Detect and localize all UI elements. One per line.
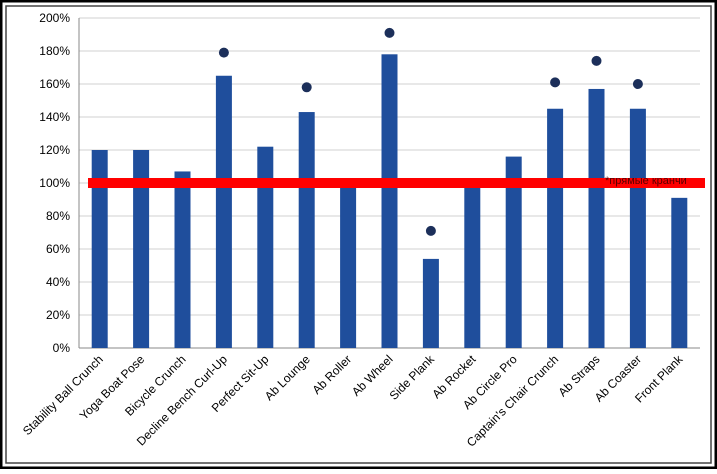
marker-series [218, 27, 643, 236]
y-axis-ticks: 0% 20% 40% 60% 80% 100% 120% 140% 160% 180% 200% [39, 11, 70, 355]
bar [257, 146, 274, 348]
y-tick-label: 160% [39, 77, 70, 91]
y-tick-label: 200% [39, 11, 70, 25]
bar [174, 171, 191, 348]
marker-point [632, 79, 643, 89]
bar [91, 150, 108, 348]
bar [215, 75, 232, 348]
reference-line-group: *прямые кранчи [88, 175, 705, 188]
marker-point [301, 82, 312, 93]
bar [588, 88, 605, 348]
bar [422, 258, 439, 348]
y-tick-label: 180% [39, 44, 70, 58]
bar [464, 183, 481, 348]
bar [381, 54, 398, 349]
y-tick-label: 0% [53, 341, 71, 355]
marker-point [218, 47, 229, 58]
bar [133, 150, 150, 348]
bar-series [91, 54, 688, 349]
y-tick-label: 40% [46, 275, 70, 289]
y-tick-label: 120% [39, 143, 70, 157]
bar [629, 108, 646, 348]
marker-point [591, 55, 602, 66]
reference-line [88, 178, 705, 188]
y-tick-label: 80% [46, 209, 70, 223]
bar [671, 197, 688, 348]
bar [298, 112, 315, 348]
bar [547, 108, 564, 348]
bar [340, 183, 357, 348]
y-tick-label: 60% [46, 242, 70, 256]
y-tick-label: 140% [39, 110, 70, 124]
marker-point [425, 225, 436, 236]
y-tick-label: 100% [39, 176, 70, 190]
reference-line-label: *прямые кранчи [605, 175, 687, 187]
marker-point [550, 77, 561, 88]
bar [505, 156, 522, 348]
marker-point [384, 27, 395, 38]
inner-border [5, 5, 712, 464]
y-tick-label: 20% [46, 308, 70, 322]
